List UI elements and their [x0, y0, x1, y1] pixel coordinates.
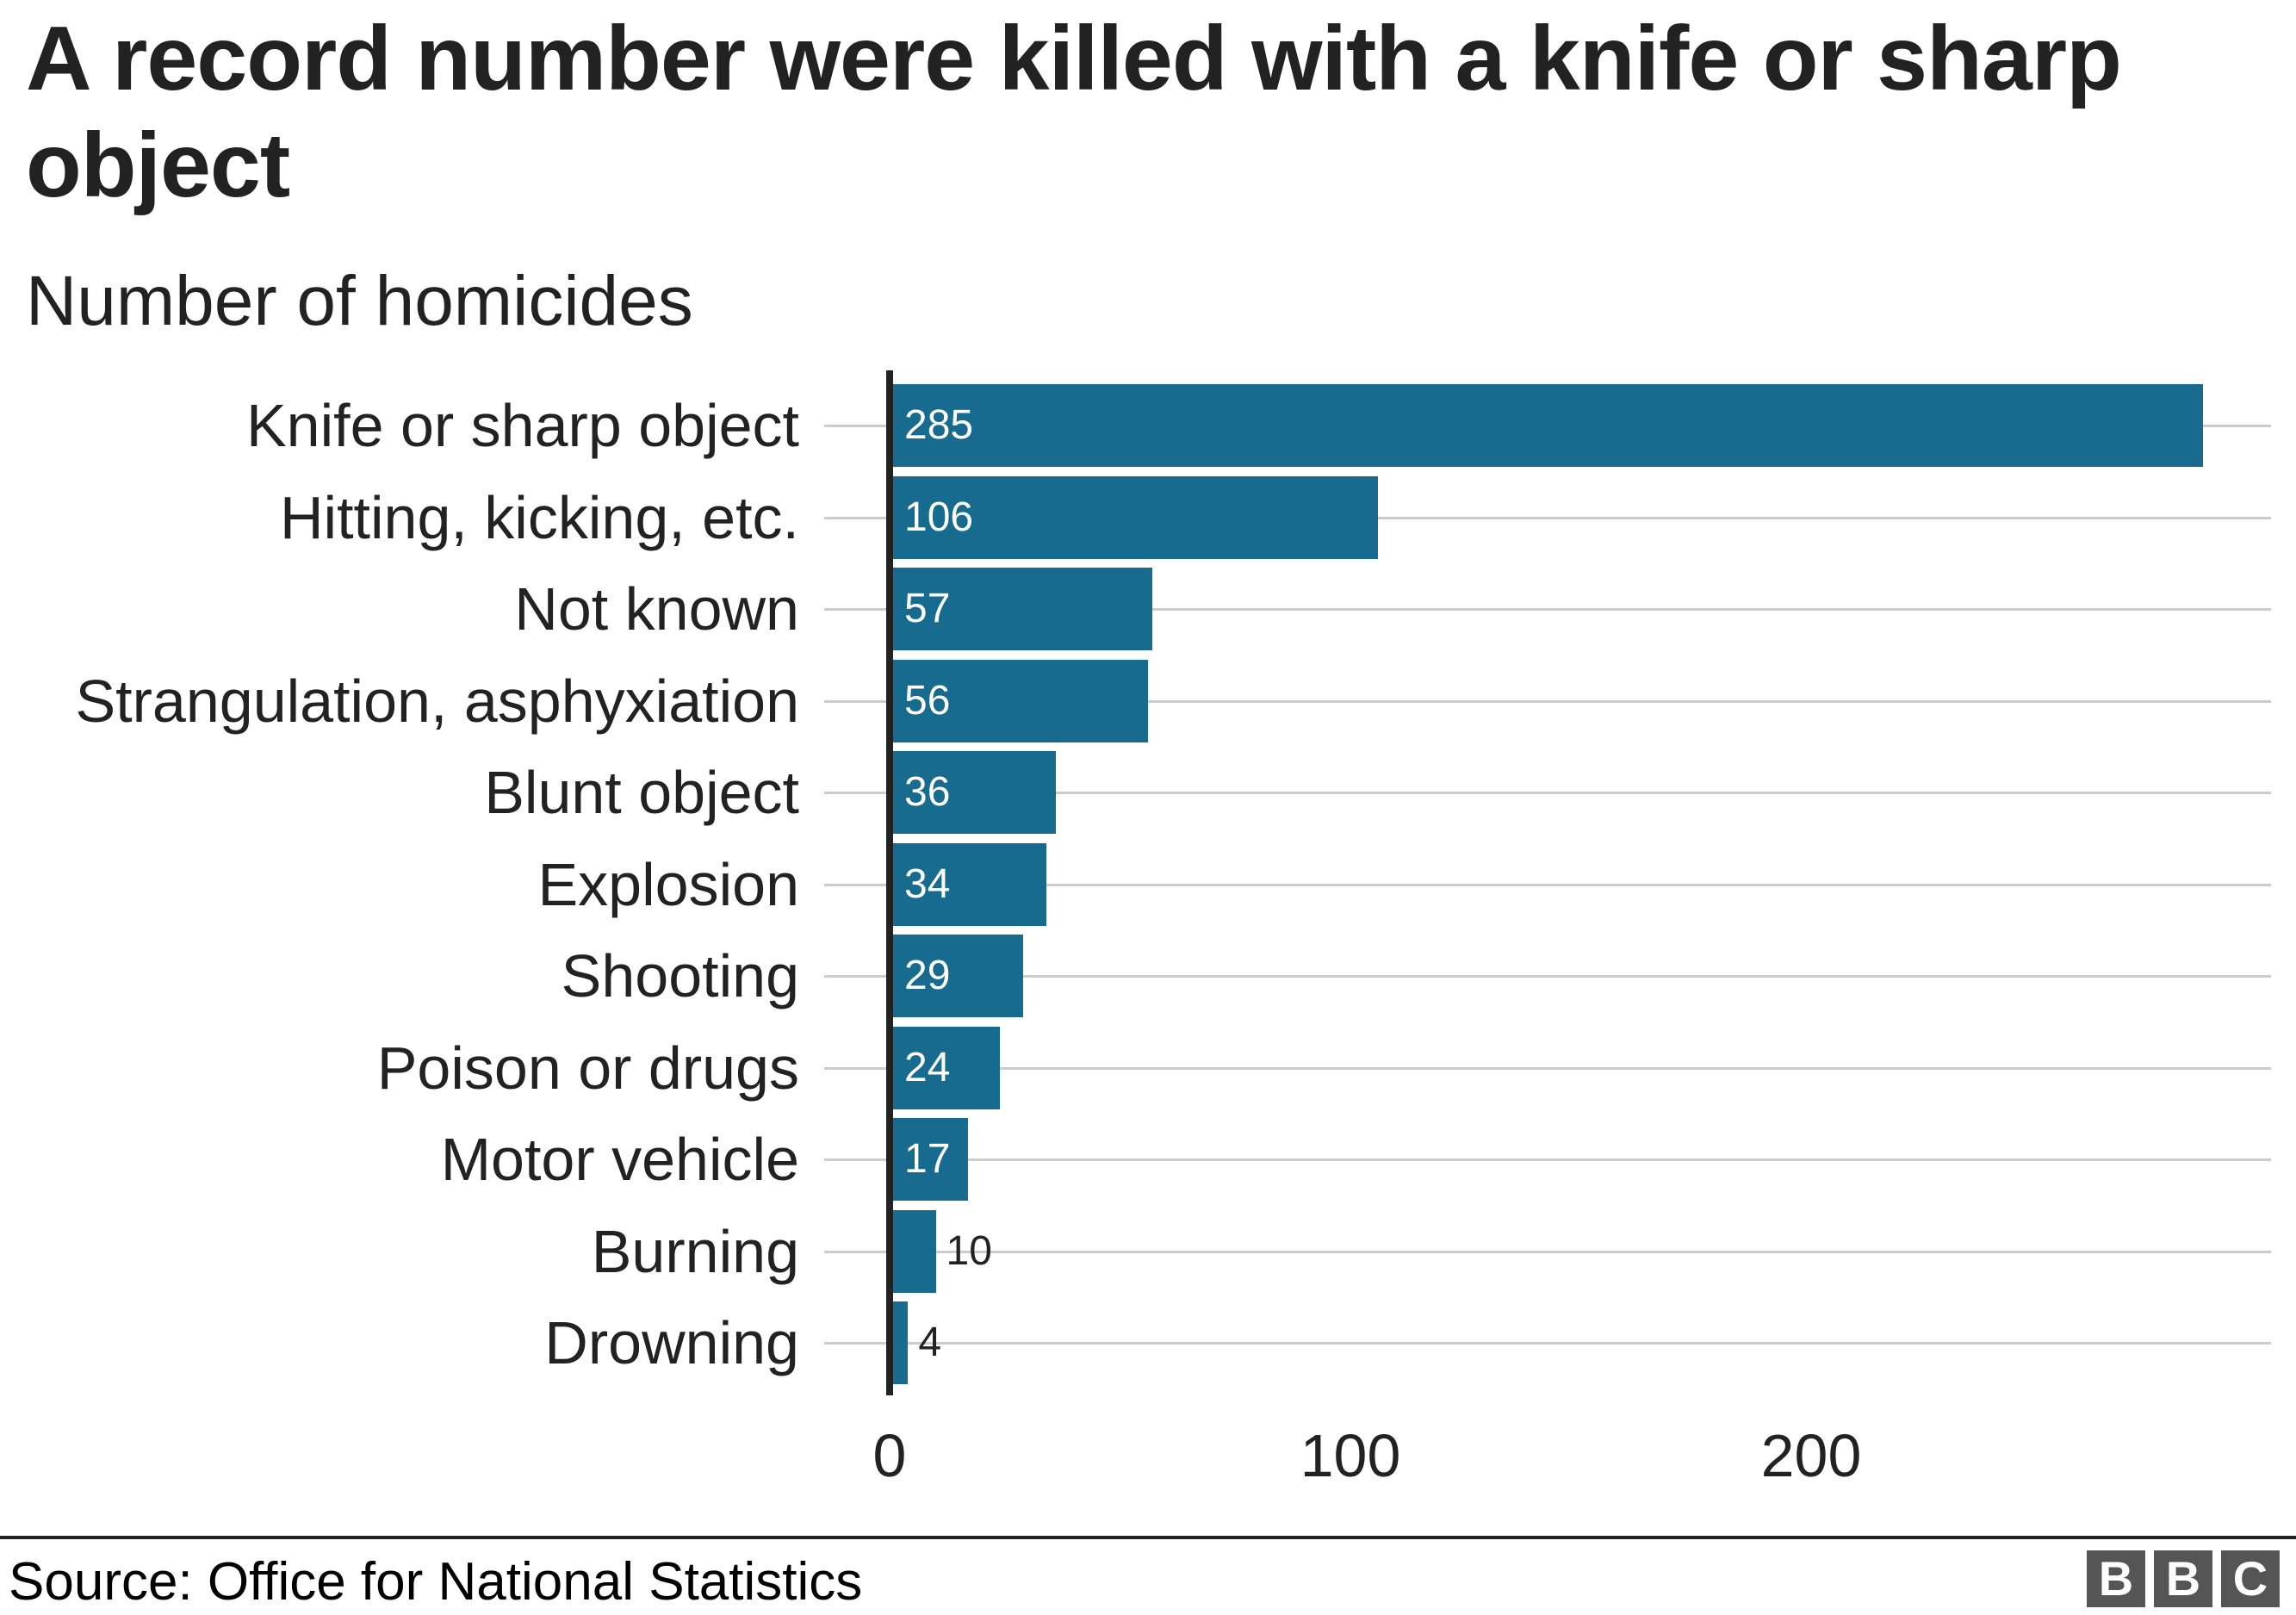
bbc-logo: B B C: [2087, 1550, 2280, 1607]
category-label: Shooting: [561, 942, 799, 1009]
category-label: Poison or drugs: [376, 1034, 799, 1102]
gridline: [824, 699, 2271, 703]
gridline: [824, 1342, 2271, 1345]
bar-value-label: 36: [904, 769, 951, 815]
bar: [893, 659, 1148, 742]
gridline: [824, 608, 2271, 611]
bar: [893, 1301, 909, 1384]
bar-value-label: 4: [918, 1320, 942, 1365]
gridline: [824, 883, 2271, 886]
bbc-logo-letter: C: [2221, 1550, 2280, 1607]
bbc-logo-letter: B: [2087, 1550, 2145, 1607]
bar-value-label: 10: [946, 1227, 992, 1274]
bar: [893, 384, 2203, 467]
bar-value-label: 29: [904, 953, 951, 998]
chart-subtitle: Number of homicides: [26, 262, 693, 340]
category-label: Burning: [591, 1217, 799, 1285]
bar-chart-plot: Knife or sharp object 285 Hitting, kicking…: [75, 384, 2271, 1384]
gridline: [824, 792, 2271, 794]
bar: [893, 1026, 1001, 1109]
gridline: [824, 1066, 2271, 1070]
category-label: Not known: [514, 575, 799, 643]
bar-value-label: 56: [904, 677, 951, 724]
bar-value-label: 57: [904, 586, 951, 631]
bar-value-label: 34: [904, 860, 951, 907]
bar: [893, 1118, 968, 1201]
x-tick-label: 100: [1300, 1422, 1401, 1489]
category-label: Motor vehicle: [440, 1126, 799, 1193]
bbc-logo-letter: B: [2154, 1550, 2212, 1607]
bar-value-label: 285: [904, 402, 974, 448]
chart-title: A record number were killed with a knife…: [26, 8, 2122, 216]
x-tick-label: 200: [1760, 1422, 1862, 1489]
bar: [893, 842, 1046, 926]
gridline: [824, 1158, 2271, 1161]
gridline: [824, 975, 2271, 978]
x-tick-label: 0: [872, 1422, 907, 1489]
bar: [893, 475, 1379, 559]
bar: [893, 1209, 936, 1293]
category-label: Hitting, kicking, etc.: [280, 483, 799, 551]
category-label: Drowning: [544, 1309, 799, 1376]
category-label: Explosion: [537, 850, 799, 918]
bar-value-label: 17: [904, 1136, 951, 1182]
gridline: [824, 516, 2271, 519]
footer-divider: [0, 1536, 2296, 1539]
bar: [893, 935, 1024, 1017]
category-label: Strangulation, asphyxiation: [75, 667, 799, 735]
bar-value-label: 106: [904, 494, 974, 540]
category-label: Knife or sharp object: [245, 392, 799, 459]
bar: [893, 568, 1152, 650]
y-axis-line: [886, 370, 893, 1395]
gridline: [824, 1250, 2271, 1253]
bar-value-label: 24: [904, 1044, 951, 1090]
source-note: Source: Office for National Statistics: [9, 1552, 863, 1612]
category-label: Blunt object: [484, 759, 799, 826]
bar: [893, 751, 1056, 834]
